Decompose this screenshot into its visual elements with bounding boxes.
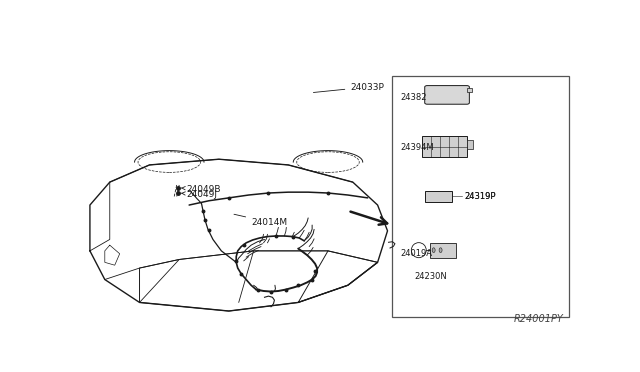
- Text: R24001PY: R24001PY: [514, 314, 564, 324]
- Text: 24394M: 24394M: [400, 143, 433, 152]
- Ellipse shape: [432, 248, 435, 253]
- Text: 24319P: 24319P: [465, 192, 496, 201]
- Bar: [429, 243, 456, 258]
- Bar: [422, 136, 467, 157]
- Bar: [392, 76, 568, 317]
- Bar: [467, 88, 472, 92]
- Text: 24049B: 24049B: [181, 185, 221, 193]
- Text: 24019A: 24019A: [400, 249, 432, 258]
- Text: 24230N: 24230N: [415, 272, 447, 281]
- Text: 24014M: 24014M: [234, 214, 287, 227]
- Text: 24033P: 24033P: [314, 83, 384, 93]
- Ellipse shape: [439, 248, 442, 253]
- Text: 24049J: 24049J: [181, 190, 218, 199]
- Text: 24319P: 24319P: [465, 192, 496, 201]
- FancyBboxPatch shape: [425, 86, 469, 104]
- Text: 24382: 24382: [400, 93, 426, 102]
- Bar: [425, 191, 452, 202]
- Bar: [467, 140, 473, 149]
